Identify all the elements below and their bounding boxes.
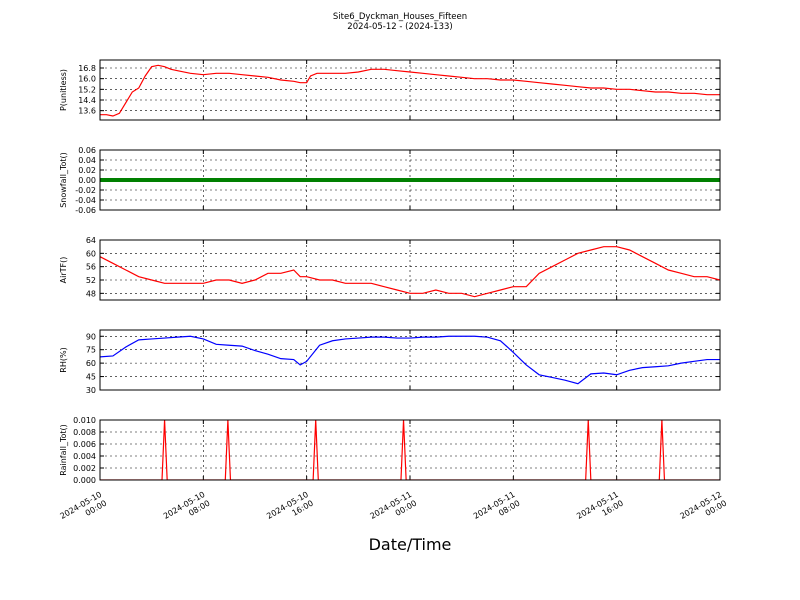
chart-panel-3: 48 52 56 60 64 AirTF() [59,236,721,301]
y-axis-label: AirTF() [59,257,68,284]
panel-frame [99,329,721,391]
y-tick-label: 14.4 [78,96,96,105]
chart-panel-2: -0.06-0.04-0.020.000.020.040.06 Snowfall_… [59,146,721,215]
y-tick-label: 75 [86,346,96,355]
y-tick-label: 60 [86,249,96,258]
y-tick-label: 60 [86,359,96,368]
chart-subtitle: 2024-05-12 - (2024-133) [347,22,452,32]
y-tick-label: 0.008 [73,428,96,437]
y-tick-label: 0.04 [78,156,96,165]
data-series-3 [100,246,720,298]
y-tick-label: 0.02 [78,166,96,175]
y-tick-label: 90 [86,332,96,341]
y-tick-label: 15.2 [78,85,96,94]
y-tick-label: 0.00 [78,176,96,185]
y-tick-label: 30 [86,386,96,395]
y-tick-label: -0.02 [75,186,96,195]
y-axis-label: Snowfall_Tot() [59,152,68,208]
data-series-1 [100,64,720,117]
y-tick-label: 0.000 [73,476,96,485]
x-axis-label: Date/Time [369,535,452,554]
y-tick-label: 0.010 [73,416,96,425]
chart-panel-4: 30 45 60 75 90 RH(%) [59,329,721,395]
y-axis-label: P(unitless) [59,69,68,111]
y-tick-label: 56 [86,263,96,272]
y-axis-label: Rainfall_Tot() [59,424,68,476]
y-tick-label: 16.0 [78,75,96,84]
chart-title: Site6_Dyckman_Houses_Fifteen [333,12,467,22]
y-tick-label: 45 [86,373,96,382]
y-tick-label: 52 [86,276,96,285]
y-tick-label: 48 [86,289,96,298]
chart-panel-1: 13.6 14.4 15.216.0 16.8 P(unitless) [59,59,721,121]
panel-frame [99,239,721,301]
y-tick-label: 0.002 [73,464,96,473]
panel-frame [99,59,721,121]
y-tick-label: 13.6 [78,107,96,116]
data-series-4 [100,335,720,385]
y-tick-label: 0.06 [78,146,96,155]
y-tick-label: 64 [86,236,96,245]
y-tick-label: -0.04 [75,196,96,205]
panel-frame [99,149,721,211]
panel-frame [99,419,721,481]
y-axis-label: RH(%) [59,347,68,372]
y-tick-label: -0.06 [75,206,96,215]
chart-panel-5: 0.000 0.002 0.004 0.006 0.008 0.010 Rainfall_T… [59,416,721,485]
y-tick-label: 16.8 [78,64,96,73]
panels: 13.614.415.216.016.8P(unitless)-0.06-0.0… [59,59,721,485]
y-tick-label: 0.006 [73,440,96,449]
y-tick-label: 0.004 [73,452,96,461]
